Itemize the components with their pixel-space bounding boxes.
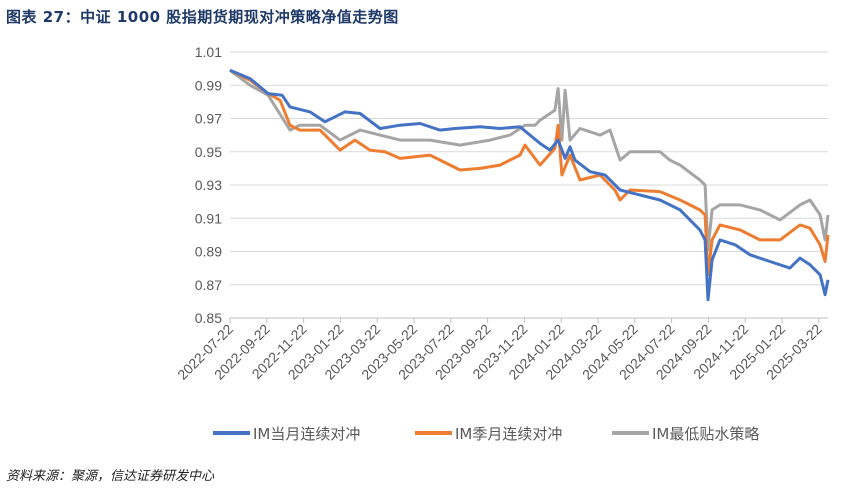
y-tick-label: 0.93	[195, 177, 222, 193]
y-tick-label: 0.99	[195, 77, 222, 93]
y-tick-label: 1.01	[195, 44, 222, 60]
y-tick-label: 0.91	[195, 210, 222, 226]
series-line-2	[229, 68, 830, 277]
y-tick-label: 0.85	[195, 310, 222, 326]
y-tick-label: 0.89	[195, 244, 222, 260]
y-tick-label: 0.95	[195, 144, 222, 160]
y-tick-label: 0.87	[195, 277, 222, 293]
legend-label: IM季月连续对冲	[455, 425, 562, 443]
source-note: 资料来源：聚源，信达证券研发中心	[6, 469, 215, 484]
y-tick-label: 0.97	[195, 111, 222, 127]
legend-label: IM当月连续对冲	[253, 425, 360, 443]
chart-title: 图表 27：中证 1000 股指期货期现对冲策略净值走势图	[6, 8, 399, 26]
legend-label: IM最低贴水策略	[652, 425, 759, 443]
series-line-1	[229, 68, 830, 302]
series-line-3	[229, 69, 830, 252]
